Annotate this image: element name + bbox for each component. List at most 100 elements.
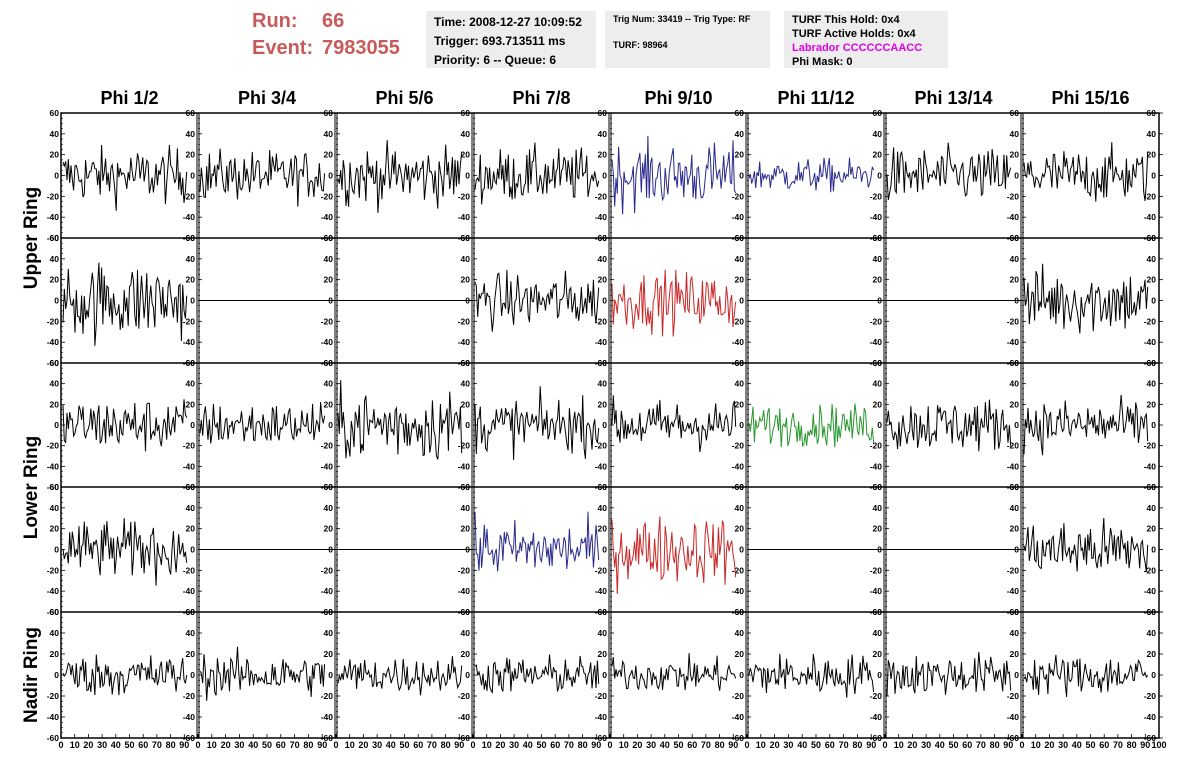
y-tick-label: -40 xyxy=(595,337,608,347)
y-tick-label: -20 xyxy=(1144,191,1157,201)
y-tick-label: 60 xyxy=(186,482,196,492)
x-tick-label: 40 xyxy=(111,740,121,750)
y-tick-label: 0 xyxy=(602,296,607,306)
y-tick-label: -60 xyxy=(595,482,608,492)
y-tick-label: -20 xyxy=(595,441,608,451)
y-tick-label: 20 xyxy=(1010,150,1020,160)
x-tick-label: 10 xyxy=(70,740,80,750)
ring-label: Upper Ring xyxy=(21,187,42,289)
y-tick-label: -60 xyxy=(870,733,883,743)
x-tick-label: 70 xyxy=(976,740,986,750)
y-tick-label: 40 xyxy=(873,628,883,638)
y-tick-label: -60 xyxy=(595,358,608,368)
x-tick-label: 30 xyxy=(1058,740,1068,750)
y-tick-label: -40 xyxy=(1144,337,1157,347)
waveform-trace xyxy=(62,518,188,586)
y-tick-label: 60 xyxy=(598,233,608,243)
x-tick-label: 40 xyxy=(660,740,670,750)
y-tick-label: -20 xyxy=(458,691,471,701)
x-tick-label: 20 xyxy=(83,740,93,750)
y-tick-label: 20 xyxy=(1010,524,1020,534)
x-tick-label: 50 xyxy=(262,740,272,750)
y-tick-label: 0 xyxy=(739,545,744,555)
y-tick-label: 20 xyxy=(324,649,334,659)
waveform-trace xyxy=(1023,517,1149,573)
y-tick-label: -40 xyxy=(1007,461,1020,471)
run-label: Run: xyxy=(252,10,298,32)
y-tick-label: -40 xyxy=(321,337,334,347)
y-tick-label: 60 xyxy=(1010,482,1020,492)
x-tick-label: 90 xyxy=(454,740,464,750)
y-tick-label: -40 xyxy=(595,461,608,471)
y-tick-label: 20 xyxy=(598,524,608,534)
x-tick-label: 60 xyxy=(1099,740,1109,750)
x-tick-label: 90 xyxy=(1140,740,1150,750)
y-tick-label: -60 xyxy=(1007,358,1020,368)
y-tick-label: 20 xyxy=(50,649,60,659)
y-tick-label: -20 xyxy=(321,191,334,201)
time-info-panel: Time: 2008-12-27 10:09:52 Trigger: 693.7… xyxy=(426,11,596,68)
y-tick-label: -40 xyxy=(47,212,60,222)
event-value: 7983055 xyxy=(322,37,400,59)
y-tick-label: -20 xyxy=(47,191,60,201)
waveform-trace xyxy=(474,142,600,205)
y-tick-label: -40 xyxy=(321,586,334,596)
x-tick-label: 10 xyxy=(619,740,629,750)
y-tick-label: -60 xyxy=(183,482,196,492)
y-tick-label: -40 xyxy=(870,337,883,347)
x-tick-label: 10 xyxy=(1031,740,1041,750)
y-tick-label: 60 xyxy=(324,358,334,368)
y-tick-label: 0 xyxy=(1014,670,1019,680)
waveform-trace xyxy=(62,654,188,696)
y-tick-label: -20 xyxy=(183,691,196,701)
y-tick-label: -60 xyxy=(1144,233,1157,243)
waveform-trace xyxy=(1023,394,1149,456)
y-tick-label: -40 xyxy=(870,586,883,596)
y-tick-label: -60 xyxy=(47,607,60,617)
waveform-trace xyxy=(611,135,737,215)
y-tick-label: -40 xyxy=(47,712,60,722)
y-tick-label: -20 xyxy=(321,565,334,575)
y-tick-label: 60 xyxy=(735,233,745,243)
x-tick-label: 30 xyxy=(234,740,244,750)
y-tick-label: 60 xyxy=(50,233,60,243)
y-tick-label: 20 xyxy=(186,399,196,409)
y-tick-label: -20 xyxy=(1144,565,1157,575)
waveform-trace xyxy=(337,656,463,696)
y-tick-label: -40 xyxy=(595,212,608,222)
y-tick-label: -60 xyxy=(321,358,334,368)
y-tick-label: 40 xyxy=(598,628,608,638)
y-tick-label: 0 xyxy=(190,171,195,181)
y-tick-label: 20 xyxy=(1010,649,1020,659)
y-tick-label: 0 xyxy=(739,420,744,430)
trigger-info-panel: Trig Num: 33419 -- Trig Type: RF TURF: 9… xyxy=(605,11,770,68)
y-tick-label: 60 xyxy=(735,482,745,492)
y-tick-label: 60 xyxy=(873,607,883,617)
y-tick-label: -40 xyxy=(183,712,196,722)
x-tick-label: 10 xyxy=(894,740,904,750)
waveform-trace xyxy=(62,144,188,211)
y-tick-label: 20 xyxy=(186,150,196,160)
waveform-trace xyxy=(337,140,463,213)
labrador-text: Labrador CCCCCCAACC xyxy=(792,42,923,54)
column-title: Phi 7/8 xyxy=(512,88,570,108)
x-tick-label: 20 xyxy=(770,740,780,750)
y-tick-label: 20 xyxy=(186,275,196,285)
x-tick-label: 60 xyxy=(962,740,972,750)
y-tick-label: 0 xyxy=(1151,420,1156,430)
y-tick-label: 40 xyxy=(461,254,471,264)
y-tick-label: -60 xyxy=(183,233,196,243)
y-tick-label: -40 xyxy=(321,712,334,722)
y-tick-label: 20 xyxy=(50,524,60,534)
y-tick-label: 60 xyxy=(598,607,608,617)
x-tick-label: 40 xyxy=(797,740,807,750)
waveform-trace xyxy=(748,653,875,698)
y-tick-label: -20 xyxy=(183,441,196,451)
y-tick-label: 60 xyxy=(324,607,334,617)
y-tick-label: -60 xyxy=(458,233,471,243)
x-tick-label: 30 xyxy=(97,740,107,750)
y-tick-label: 20 xyxy=(1147,399,1157,409)
y-tick-label: -40 xyxy=(1007,212,1020,222)
y-tick-label: 0 xyxy=(54,296,59,306)
